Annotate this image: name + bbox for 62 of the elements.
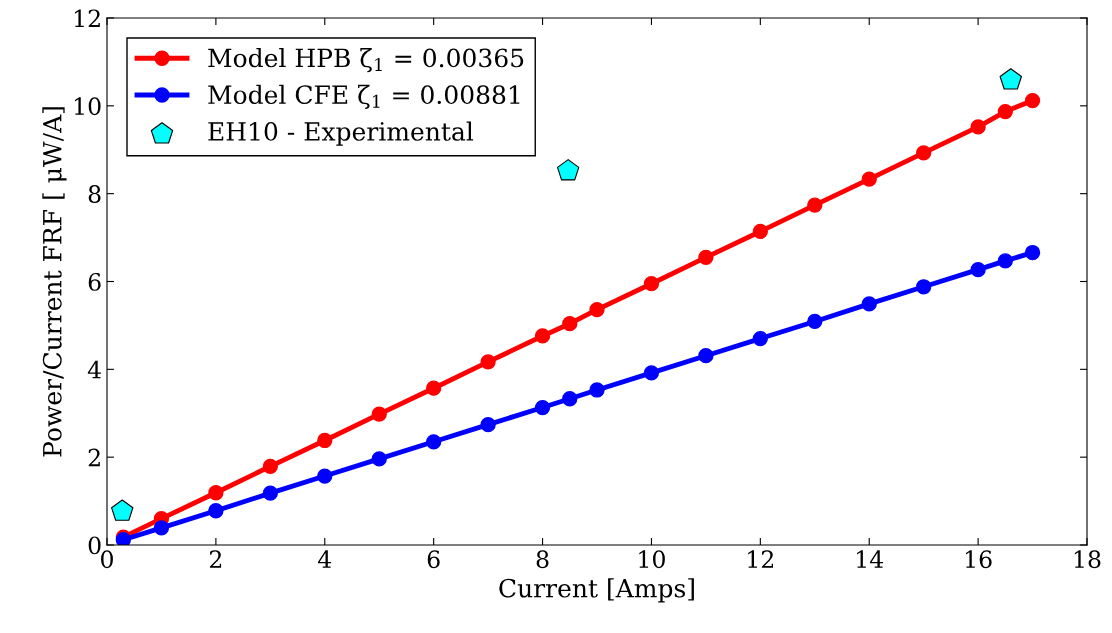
x-axis-title: Current [Amps]: [499, 578, 694, 603]
y-tick-label: 2: [88, 448, 100, 467]
point: [752, 223, 768, 240]
point: [970, 119, 986, 135]
point: [111, 499, 134, 521]
point: [807, 197, 823, 213]
point: [562, 316, 578, 332]
point: [480, 417, 496, 433]
point: [589, 301, 605, 318]
point: [997, 253, 1013, 269]
x-tick-label: 6: [427, 550, 440, 569]
point: [1024, 244, 1041, 261]
point: [534, 328, 551, 344]
y-tick-label: 12: [74, 9, 100, 27]
y-tick-label: 4: [87, 360, 101, 379]
point: [916, 145, 932, 161]
point: [970, 262, 986, 278]
x-tick-label: 12: [748, 550, 774, 568]
legend-label: Model HPB ζ$_{1}$ = 0.00365: [208, 48, 524, 73]
point: [589, 382, 605, 398]
point: [643, 276, 660, 292]
x-tick-label: 16: [965, 550, 992, 569]
point: [153, 520, 170, 536]
point: [426, 434, 442, 450]
point: [371, 451, 387, 467]
point: [999, 68, 1022, 90]
point: [317, 468, 333, 484]
point: [317, 432, 333, 449]
y-tick-label: 6: [88, 272, 101, 291]
point: [208, 485, 224, 501]
point: [208, 503, 224, 519]
point: [916, 279, 932, 295]
point: [562, 391, 578, 407]
y-tick-label: 0: [88, 536, 101, 555]
y-axis-title: Power/Current FRF [ μW/A]: [42, 107, 67, 457]
x-tick-label: 0: [101, 550, 113, 569]
point: [698, 348, 714, 364]
x-tick-label: 4: [317, 550, 332, 568]
x-tick-label: 14: [857, 550, 884, 568]
point: [534, 399, 551, 416]
point: [371, 406, 387, 422]
point: [752, 330, 768, 347]
point: [861, 171, 877, 187]
point: [861, 296, 877, 312]
x-tick-label: 2: [209, 550, 222, 568]
legend-label: Model CFE ζ$_{1}$ = 0.00881: [208, 84, 520, 109]
point: [262, 485, 278, 501]
point: [807, 313, 823, 330]
point: [1024, 92, 1041, 109]
point: [262, 458, 278, 475]
point: [643, 365, 660, 381]
point: [480, 354, 496, 370]
point: [426, 380, 442, 396]
x-tick-label: 10: [639, 550, 665, 569]
point: [698, 249, 714, 265]
x-tick-label: 8: [536, 550, 549, 569]
y-tick-label: 8: [88, 185, 101, 203]
point: [997, 103, 1013, 120]
point: [556, 159, 580, 181]
legend-label: EH10 - Experimental: [208, 121, 474, 146]
x-tick-label: 18: [1074, 550, 1101, 569]
y-tick-label: 10: [74, 97, 101, 116]
